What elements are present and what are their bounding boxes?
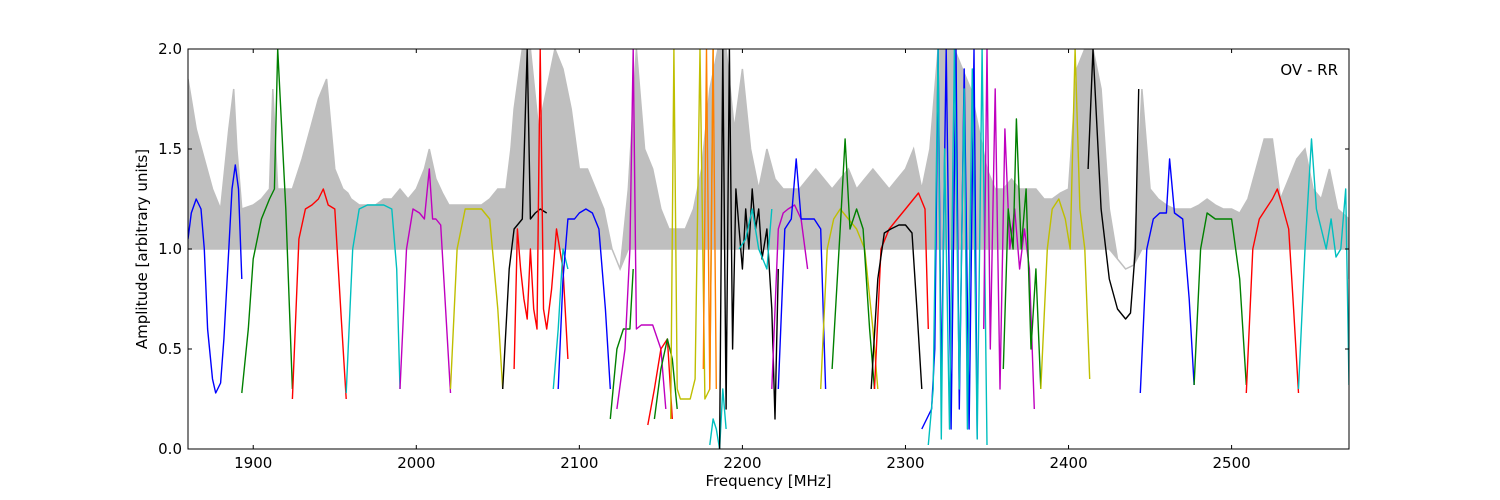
- series-line-11: [609, 268, 634, 420]
- series-line-1: [188, 164, 243, 394]
- x-tick-label: 2400: [1049, 454, 1087, 472]
- x-tick-label: 2500: [1213, 454, 1251, 472]
- series-line-29: [1002, 118, 1042, 390]
- series-line-24: [873, 192, 929, 390]
- series-line-30: [1040, 49, 1091, 390]
- x-tick-label: 1900: [234, 454, 272, 472]
- series-line-16: [702, 49, 717, 390]
- series-line-32: [1139, 158, 1195, 394]
- y-axis-label: Amplitude [arbitrary units]: [133, 149, 151, 349]
- x-tick-label: 2200: [723, 454, 761, 472]
- x-tick-label: 2000: [397, 454, 435, 472]
- series-line-19: [738, 208, 773, 270]
- plot-area: [188, 49, 1349, 449]
- series-line-34: [1245, 188, 1300, 394]
- series-line-28: [983, 49, 1035, 410]
- series-line-2: [241, 49, 294, 394]
- series-line-21: [777, 158, 827, 390]
- x-axis-label: Frequency [MHz]: [705, 472, 831, 490]
- series-line-35: [1297, 138, 1349, 390]
- series-line-6: [449, 208, 504, 390]
- series-line-27: [927, 49, 988, 446]
- annotation-label: OV - RR: [1280, 61, 1338, 79]
- y-ticks: 0.0 0.5 1.0 1.5 2.0: [158, 40, 1349, 458]
- series-line-9: [552, 248, 569, 390]
- series-line-33: [1193, 212, 1247, 386]
- series-line-12: [616, 49, 667, 410]
- series-line-3: [291, 188, 347, 400]
- series-line-22: [820, 208, 879, 390]
- x-tick-label: 2300: [886, 454, 924, 472]
- x-tick-label: 2100: [560, 454, 598, 472]
- series-line-4: [345, 204, 401, 394]
- y-tick-label: 0.0: [158, 440, 182, 458]
- series-line-15: [670, 49, 714, 420]
- series-line-14: [653, 338, 678, 420]
- y-tick-label: 0.5: [158, 340, 182, 358]
- y-tick-label: 1.0: [158, 240, 182, 258]
- series-line-23: [831, 138, 876, 390]
- y-tick-label: 2.0: [158, 40, 182, 58]
- series-line-17: [709, 388, 727, 449]
- series-line-31: [1087, 49, 1140, 320]
- series-line-13: [647, 338, 673, 426]
- series-line-10: [557, 208, 611, 390]
- series-line-8: [513, 49, 569, 370]
- series-line-25: [870, 224, 923, 390]
- y-tick-label: 1.5: [158, 140, 182, 158]
- series-group: [188, 49, 1349, 449]
- series-line-5: [399, 168, 452, 394]
- x-ticks: 1900 2000 2100 2200 2300 2400 2500: [234, 49, 1251, 472]
